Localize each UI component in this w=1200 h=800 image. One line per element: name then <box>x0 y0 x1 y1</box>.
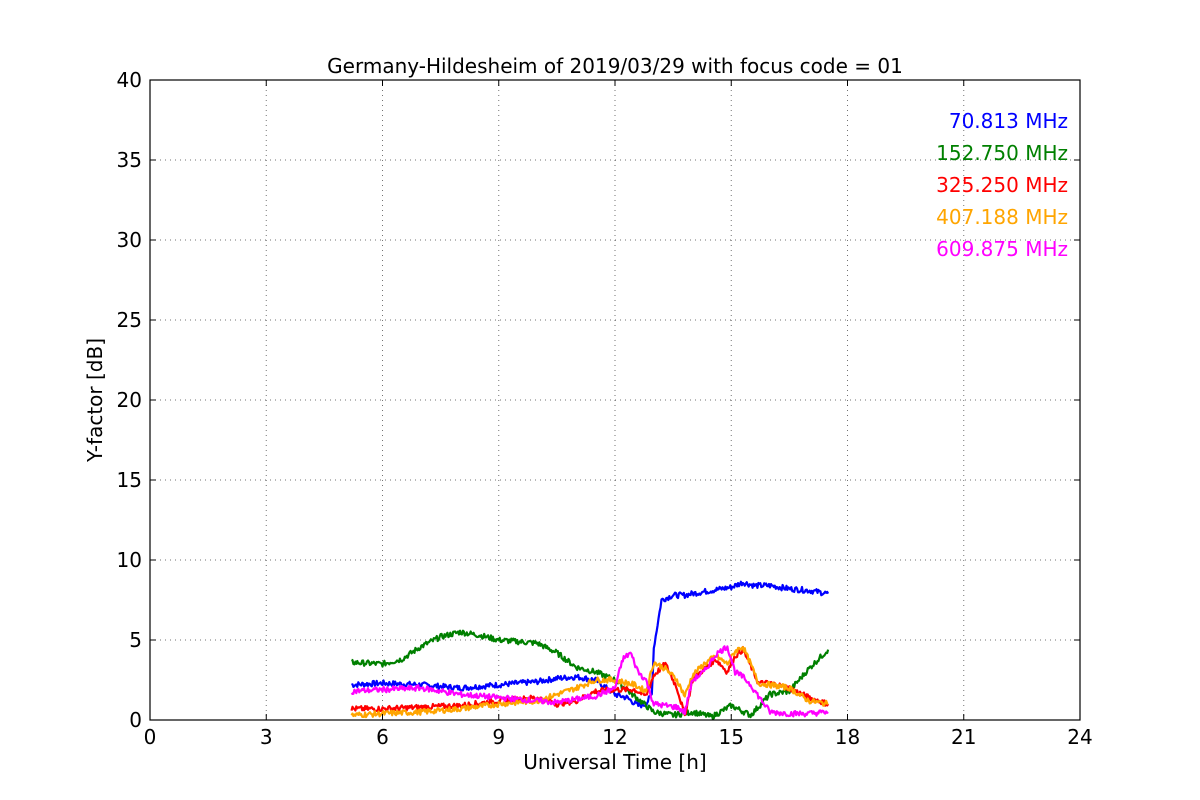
x-tick-label: 6 <box>376 725 389 749</box>
x-tick-label: 18 <box>835 725 860 749</box>
x-tick-labels: 0 3 6 9 12 15 18 21 24 <box>144 725 1093 749</box>
legend-entry: 325.250 MHz <box>936 173 1068 197</box>
legend-entry: 70.813 MHz <box>949 109 1068 133</box>
ticks <box>149 79 1081 721</box>
y-tick-labels: 0 5 10 15 20 25 30 35 40 <box>117 68 142 732</box>
legend: 70.813 MHz 152.750 MHz 325.250 MHz 407.188 … <box>936 109 1068 261</box>
legend-entry: 407.188 MHz <box>936 205 1068 229</box>
x-tick-label: 0 <box>144 725 157 749</box>
grid <box>149 79 1081 721</box>
chart-title: Germany-Hildesheim of 2019/03/29 with fo… <box>327 54 903 78</box>
y-axis-label: Y-factor [dB] <box>83 338 107 463</box>
y-tick-label: 25 <box>117 308 142 332</box>
x-tick-label: 3 <box>260 725 273 749</box>
x-tick-label: 9 <box>492 725 505 749</box>
y-tick-label: 35 <box>117 148 142 172</box>
y-tick-label: 40 <box>117 68 142 92</box>
y-tick-label: 30 <box>117 228 142 252</box>
x-axis-label: Universal Time [h] <box>523 750 706 774</box>
y-tick-label: 0 <box>129 708 142 732</box>
y-tick-label: 15 <box>117 468 142 492</box>
x-tick-label: 21 <box>951 725 976 749</box>
legend-entry: 152.750 MHz <box>936 141 1068 165</box>
x-tick-label: 12 <box>602 725 627 749</box>
x-tick-label: 15 <box>719 725 744 749</box>
legend-entry: 609.875 MHz <box>936 237 1068 261</box>
y-tick-label: 10 <box>117 548 142 572</box>
series-line-1 <box>351 629 830 721</box>
series-layer <box>350 580 830 721</box>
y-tick-label: 20 <box>117 388 142 412</box>
y-tick-label: 5 <box>129 628 142 652</box>
series-line-3 <box>350 646 829 719</box>
series-line-4 <box>350 645 829 718</box>
x-tick-label: 24 <box>1067 725 1092 749</box>
